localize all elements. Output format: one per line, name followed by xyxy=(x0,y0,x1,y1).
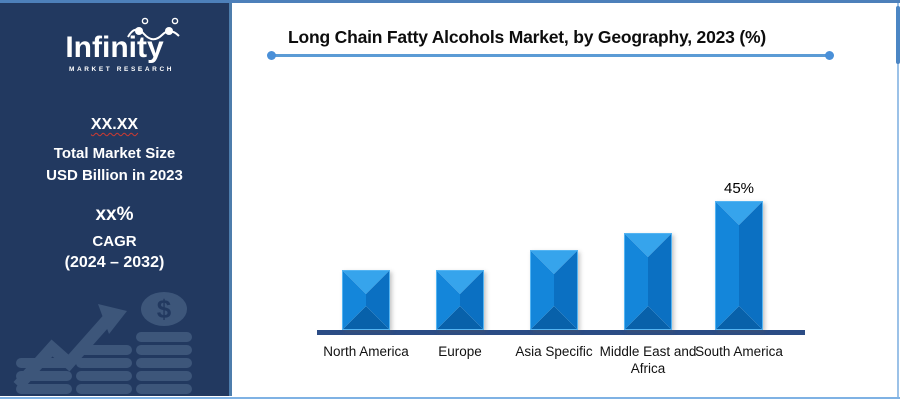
bar-north-america xyxy=(342,270,390,330)
bar-asia-specific xyxy=(530,250,578,330)
category-label-europe: Europe xyxy=(438,344,482,359)
cagr-block: xx% CAGR (2024 – 2032) xyxy=(0,204,229,272)
brand-logo: Infinity MARKET RESEARCH xyxy=(0,17,229,76)
bar-south-america xyxy=(715,201,763,330)
bar-chart-plot: North America Europe Asia Specific Middle E… xyxy=(317,170,805,402)
bar-europe xyxy=(436,270,484,330)
cagr-label: CAGR xyxy=(92,232,137,250)
title-underline xyxy=(267,51,834,60)
chart-title: Long Chain Fatty Alcohols Market, by Geo… xyxy=(288,27,766,47)
bar-value-label: 45% xyxy=(723,180,755,197)
cagr-period: (2024 – 2032) xyxy=(64,253,165,271)
category-label-north-america: North America xyxy=(323,344,409,359)
underline-right-dot-icon xyxy=(825,51,834,60)
brand-tagline: MARKET RESEARCH xyxy=(68,66,175,73)
infinity-figures-icon xyxy=(127,17,180,41)
market-size-title: Total Market Size xyxy=(53,145,176,162)
scrollbar-track[interactable] xyxy=(897,3,899,397)
bar-middle-east-and-africa xyxy=(624,233,672,330)
frame-bottom-border xyxy=(0,397,900,399)
category-label-middle-east-and-africa: Middle East and Africa xyxy=(599,344,697,376)
category-label-asia-specific: Asia Specific xyxy=(515,344,593,359)
category-label-south-america: South America xyxy=(695,344,783,359)
market-size-block: XX.XX Total Market Size USD Billion in 2… xyxy=(0,116,229,187)
x-axis-line xyxy=(317,330,805,335)
market-size-subtitle: USD Billion in 2023 xyxy=(46,166,183,184)
frame-top-border xyxy=(0,0,900,3)
brand-name: Infinity xyxy=(65,31,164,64)
cagr-value: xx% xyxy=(95,204,134,225)
sidebar: Infinity MARKET RESEARCH XX.XX Total Mar… xyxy=(0,3,232,396)
svg-text:$: $ xyxy=(157,294,172,324)
market-size-value: XX.XX xyxy=(90,116,139,133)
growth-chart-dollar-icon: $ xyxy=(13,292,192,394)
underline-left-dot-icon xyxy=(267,51,276,60)
scrollbar-thumb[interactable] xyxy=(896,6,900,64)
